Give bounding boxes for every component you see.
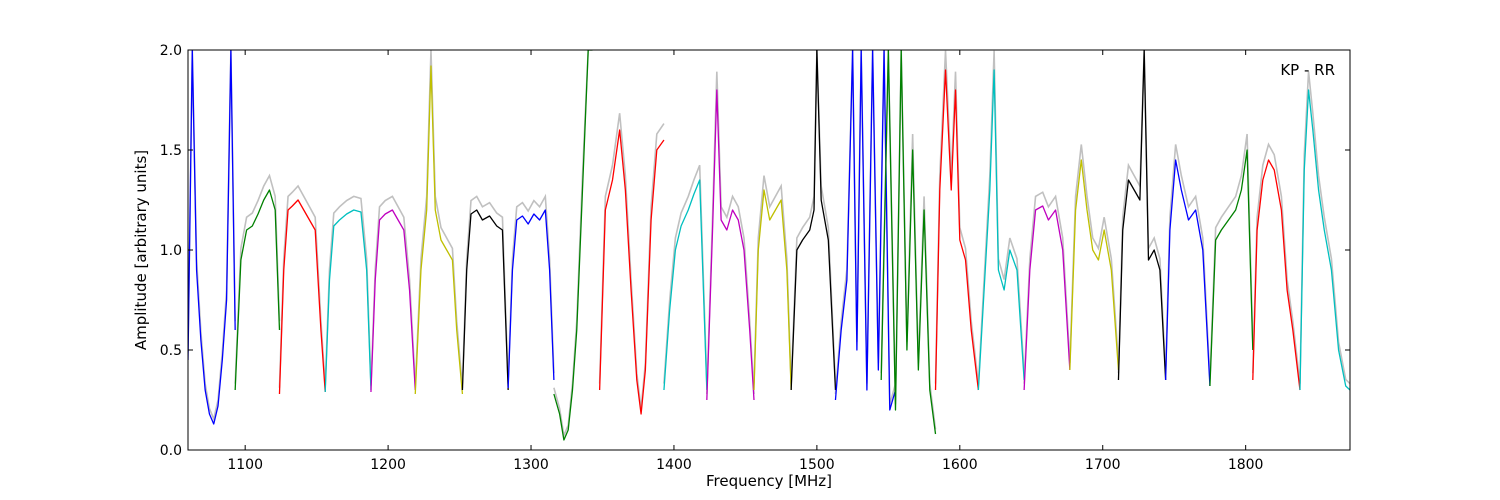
band-line-16 [880,50,937,435]
y-tick-label: 0.5 [160,343,182,359]
band-line-4 [324,209,372,393]
band-line-13 [753,189,792,391]
x-axis-label: Frequency [MHz] [706,472,832,490]
y-tick-label: 0.0 [160,443,182,459]
band-line-6 [414,65,464,395]
background-band-line [663,164,708,384]
band-line-1 [188,50,236,425]
band-line-14 [790,50,837,391]
background-band-line [507,193,555,382]
x-axis: 1100 1200 1300 1400 1500 1600 1700 1800 [227,50,1263,473]
x-tick-label: 1100 [227,457,263,473]
band-series [188,50,1350,441]
band-line-21 [1117,50,1167,381]
x-tick-label: 1400 [656,457,692,473]
band-line-5 [370,209,416,393]
background-band-line [1252,142,1301,384]
background-band-line [1069,144,1120,363]
band-line-15 [834,50,897,411]
band-line-10 [598,129,665,415]
band-line-19 [1023,205,1071,391]
x-tick-label: 1200 [370,457,406,473]
band-line-12 [706,89,755,401]
background-band-line [324,195,372,386]
background-band-line [1023,191,1071,384]
band-line-8 [507,209,555,389]
band-line-11 [663,179,708,391]
panel-annotation: KP - RR [1280,61,1335,79]
band-line-18 [977,69,1025,391]
y-axis: 0.0 0.5 1.0 1.5 2.0 [160,43,1350,459]
background-band-line [234,173,281,384]
band-line-22 [1164,159,1211,387]
x-tick-label: 1600 [942,457,978,473]
band-line-23 [1209,149,1254,387]
x-tick-label: 1800 [1228,457,1264,473]
y-tick-label: 1.0 [160,243,182,259]
band-line-20 [1069,159,1120,371]
y-tick-label: 2.0 [160,43,182,59]
y-tick-label: 1.5 [160,143,182,159]
band-line-25 [1299,89,1350,391]
background-band-line [1209,133,1254,380]
background-band-line [934,50,980,384]
band-line-24 [1252,159,1301,391]
background-band-line [753,175,792,384]
background-band-line [461,195,509,384]
background-band-line [1164,144,1211,380]
background-band-line [1299,71,1350,385]
band-line-2 [234,189,281,391]
y-axis-label: Amplitude [arbitrary units] [132,150,150,350]
background-band-line [370,195,417,386]
x-tick-label: 1500 [799,457,835,473]
band-line-3 [278,199,326,395]
x-tick-label: 1300 [513,457,549,473]
band-line-17 [934,69,980,391]
x-tick-label: 1700 [1085,457,1121,473]
band-line-9 [553,50,593,441]
band-line-7 [461,209,509,391]
